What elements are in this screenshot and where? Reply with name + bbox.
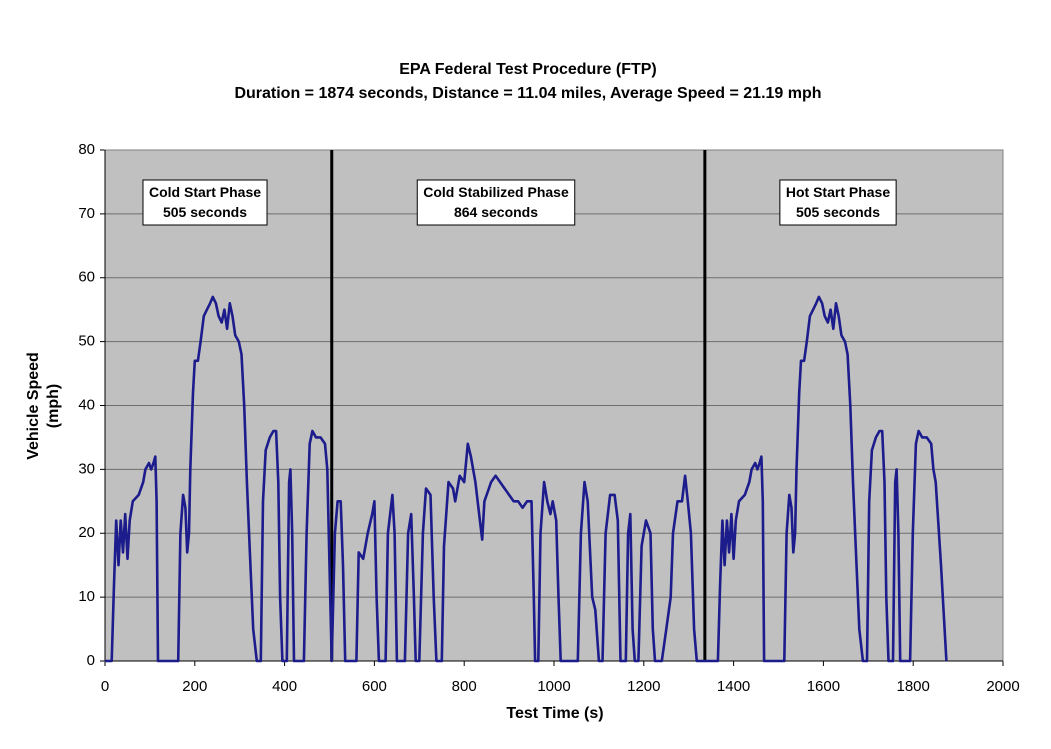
x-tick-label: 1000 bbox=[537, 678, 570, 695]
speed-line bbox=[105, 295, 948, 663]
x-tick-label: 2000 bbox=[986, 678, 1019, 695]
annotation-text: 864 seconds bbox=[454, 204, 538, 220]
annotation-text: 505 seconds bbox=[163, 204, 247, 220]
y-tick-label: 70 bbox=[78, 205, 95, 222]
y-tick-label: 0 bbox=[87, 652, 95, 669]
x-tick-label: 800 bbox=[452, 678, 477, 695]
x-tick-label: 1800 bbox=[897, 678, 930, 695]
y-tick-label: 60 bbox=[78, 269, 95, 286]
annotation-box bbox=[779, 179, 897, 226]
y-tick-label: 10 bbox=[78, 588, 95, 605]
y-tick-label: 30 bbox=[78, 460, 95, 477]
annotation-box bbox=[142, 179, 268, 226]
annotation-text: Cold Start Phase bbox=[149, 184, 261, 200]
phase-annotation: Cold Start Phase 505 seconds bbox=[142, 179, 268, 226]
chart-subtitle: Duration = 1874 seconds, Distance = 11.0… bbox=[234, 85, 821, 102]
annotation-box bbox=[416, 179, 576, 226]
x-tick-label: 1200 bbox=[627, 678, 660, 695]
x-tick-label: 400 bbox=[272, 678, 297, 695]
y-tick-label: 80 bbox=[78, 141, 95, 158]
phase-annotation: Hot Start Phase 505 seconds bbox=[779, 179, 897, 226]
x-axis-label: Test Time (s) bbox=[506, 705, 603, 722]
y-axis-label-line: Vehicle Speed bbox=[25, 352, 42, 460]
x-tick-label: 600 bbox=[362, 678, 387, 695]
x-tick-label: 1400 bbox=[717, 678, 750, 695]
y-axis-label-line: (mph) bbox=[45, 384, 62, 428]
annotation-text: 505 seconds bbox=[796, 204, 880, 220]
y-axis-label: Vehicle Speed (mph) bbox=[25, 352, 62, 460]
y-tick-label: 50 bbox=[78, 333, 95, 350]
x-tick-label: 200 bbox=[182, 678, 207, 695]
x-tick-label: 0 bbox=[101, 678, 109, 695]
x-tick-label: 1600 bbox=[807, 678, 840, 695]
annotation-text: Hot Start Phase bbox=[786, 184, 890, 200]
annotation-text: Cold Stabilized Phase bbox=[423, 184, 569, 200]
chart-title: EPA Federal Test Procedure (FTP) bbox=[399, 61, 657, 78]
phase-annotation: Cold Stabilized Phase 864 seconds bbox=[416, 179, 576, 226]
y-tick-label: 40 bbox=[78, 396, 95, 413]
y-tick-label: 20 bbox=[78, 524, 95, 541]
